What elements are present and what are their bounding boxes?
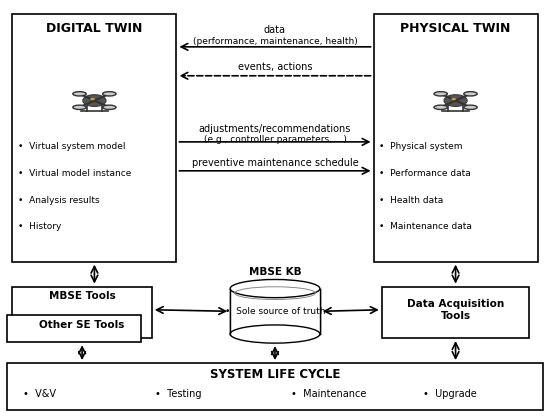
FancyBboxPatch shape bbox=[7, 315, 141, 342]
Ellipse shape bbox=[83, 95, 106, 106]
Text: •  Testing: • Testing bbox=[155, 389, 201, 399]
Text: PHYSICAL TWIN: PHYSICAL TWIN bbox=[400, 22, 511, 35]
Text: data: data bbox=[264, 25, 286, 35]
Text: •  Virtual model instance: • Virtual model instance bbox=[18, 169, 131, 178]
FancyBboxPatch shape bbox=[12, 287, 152, 338]
Ellipse shape bbox=[444, 95, 467, 106]
Text: •  Analysis results: • Analysis results bbox=[18, 196, 100, 205]
Ellipse shape bbox=[103, 92, 116, 96]
Text: Other SE Tools: Other SE Tools bbox=[40, 320, 125, 330]
Text: Data Acquisition
Tools: Data Acquisition Tools bbox=[407, 300, 504, 321]
Text: MBSE KB: MBSE KB bbox=[249, 267, 301, 277]
Text: •  Maintenance data: • Maintenance data bbox=[379, 223, 472, 231]
Ellipse shape bbox=[464, 105, 477, 109]
Ellipse shape bbox=[90, 98, 95, 100]
Ellipse shape bbox=[464, 92, 477, 96]
FancyBboxPatch shape bbox=[7, 363, 543, 411]
Text: •  Health data: • Health data bbox=[379, 196, 443, 205]
FancyBboxPatch shape bbox=[373, 14, 538, 262]
Text: (e.g., controller parameters, ...): (e.g., controller parameters, ...) bbox=[204, 135, 346, 144]
Text: (performance, maintenance, health): (performance, maintenance, health) bbox=[192, 37, 358, 47]
Text: SYSTEM LIFE CYCLE: SYSTEM LIFE CYCLE bbox=[210, 368, 340, 381]
Ellipse shape bbox=[73, 92, 86, 96]
Text: preventive maintenance schedule: preventive maintenance schedule bbox=[191, 158, 359, 168]
FancyBboxPatch shape bbox=[230, 289, 320, 334]
Text: •  V&V: • V&V bbox=[23, 389, 56, 399]
Ellipse shape bbox=[434, 105, 447, 109]
Text: •  Upgrade: • Upgrade bbox=[423, 389, 476, 399]
Ellipse shape bbox=[103, 105, 116, 109]
Text: •  Performance data: • Performance data bbox=[379, 169, 471, 178]
Ellipse shape bbox=[230, 325, 320, 343]
Text: DIGITAL TWIN: DIGITAL TWIN bbox=[46, 22, 142, 35]
FancyBboxPatch shape bbox=[12, 14, 177, 262]
Text: •  Virtual system model: • Virtual system model bbox=[18, 142, 125, 151]
Text: events, actions: events, actions bbox=[238, 62, 312, 72]
Ellipse shape bbox=[452, 98, 456, 100]
Ellipse shape bbox=[230, 280, 320, 298]
Ellipse shape bbox=[434, 92, 447, 96]
Text: •  Maintenance: • Maintenance bbox=[292, 389, 367, 399]
Text: MBSE Tools: MBSE Tools bbox=[49, 292, 116, 302]
Text: •  Physical system: • Physical system bbox=[379, 142, 463, 151]
Text: •  Sole source of truth: • Sole source of truth bbox=[225, 307, 325, 316]
Ellipse shape bbox=[73, 105, 86, 109]
FancyBboxPatch shape bbox=[382, 287, 530, 338]
Text: •  History: • History bbox=[18, 223, 61, 231]
Text: adjustments/recommendations: adjustments/recommendations bbox=[199, 124, 351, 134]
